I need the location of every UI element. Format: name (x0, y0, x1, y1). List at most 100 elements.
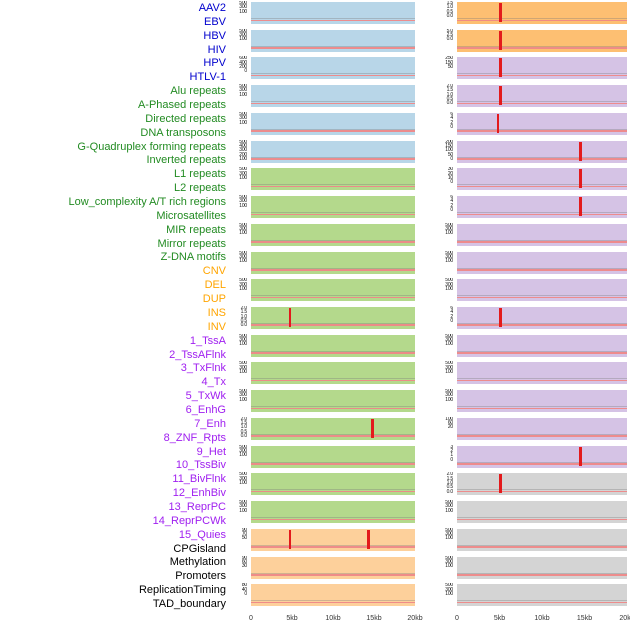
y-tick-label: 500 (239, 139, 247, 145)
y-tick-label: 300 (239, 364, 247, 371)
right-track-panel-hbv-hiv (457, 29, 627, 52)
baseline-series (457, 601, 627, 604)
y-tick-label: 500 (239, 278, 247, 284)
right-track-panel-replicationtiming-tad-boundary (457, 584, 627, 607)
y-tick-label: 500 (239, 472, 247, 478)
secondary-baseline (251, 73, 415, 75)
x-axis-tick-label: 20kb (407, 615, 423, 622)
baseline-series (457, 74, 627, 77)
row-label-hpv: HPV (203, 57, 226, 70)
y-tick-label: 6 (450, 305, 453, 311)
y-tick-label: 3 (450, 444, 453, 450)
secondary-baseline (457, 406, 627, 408)
y-tick-label: 0.0 (446, 12, 454, 19)
y-axis-tick-labels: 500 300 100 (228, 334, 249, 358)
baseline-series (457, 130, 627, 132)
left-track-panel-ins-inv (251, 306, 415, 329)
y-tick-label: 60 (447, 420, 453, 427)
y-axis-tick-labels: 500 300 100 (228, 361, 249, 385)
y-tick-label: 300 (445, 226, 453, 233)
row-label-promoters: Promoters (175, 570, 226, 583)
y-axis-tick-labels: 80 40 0 (228, 583, 249, 607)
row-label-hbv: HBV (203, 29, 226, 42)
row-label-1-tssa: 1_TssA (189, 334, 226, 347)
right-track-panel-7-enh-8-znf-rpts (457, 417, 627, 440)
y-tick-label: 0.0 (240, 433, 248, 440)
row-label-tad-boundary: TAD_boundary (152, 597, 226, 610)
right-track-panel-hpv-htlv-1 (457, 57, 627, 80)
y-tick-label: 100 (239, 507, 247, 514)
y-tick-label: 300 (239, 253, 247, 260)
y-tick-label: 500 (445, 500, 453, 506)
y-axis-tick-labels: 2.0 1.5 1.0 0.5 0.0 (228, 306, 249, 330)
y-tick-label: 500 (239, 333, 247, 339)
y-tick-label: 300 (239, 87, 247, 94)
left-track-panel-1-tssa-2-tssaflnk (251, 334, 415, 357)
secondary-baseline (457, 239, 627, 241)
baseline-series (251, 19, 415, 21)
row-label-z-dna-motifs: Z-DNA motifs (160, 251, 226, 264)
y-axis-tick-labels: 500 300 100 (228, 112, 249, 136)
y-tick-label: 0 (450, 456, 453, 463)
y-axis-tick-labels: 500 300 100 (434, 334, 455, 358)
y-tick-label: 100 (445, 341, 453, 348)
right-track-panel-9-het-10-tssbiv (457, 445, 627, 468)
baseline-series (457, 47, 627, 49)
y-axis-tick-labels: 600 400 200 0 (228, 56, 249, 80)
y-tick-label: 100 (239, 91, 247, 98)
y-tick-label: 0.5 (446, 96, 454, 103)
right-track-panel-5-txwk-6-enhg (457, 390, 627, 413)
peak-spike (288, 529, 292, 549)
secondary-baseline (251, 378, 415, 380)
y-axis-tick-labels: 500 300 100 (228, 251, 249, 275)
secondary-baseline (251, 433, 415, 435)
baseline-series (457, 518, 627, 521)
left-track-panel-alu-repeats-a-phased-repeats (251, 85, 415, 108)
y-tick-label: 0.0 (446, 488, 454, 495)
y-tick-label: 0 (450, 123, 453, 130)
y-tick-label: 100 (445, 396, 453, 403)
row-label-inv: INV (207, 320, 226, 333)
y-tick-label: 500 (239, 500, 247, 506)
baseline-series (251, 241, 415, 243)
y-tick-label: 0.0 (446, 36, 454, 43)
y-tick-label: 300 (239, 475, 247, 482)
y-tick-label: 100 (239, 452, 247, 459)
secondary-baseline (457, 350, 627, 352)
y-tick-label: 100 (445, 285, 453, 292)
x-axis-tick-label: 0 (249, 615, 253, 622)
y-tick-label: 1.0 (240, 313, 248, 320)
y-axis-tick-labels: 500 300 100 (228, 500, 249, 524)
secondary-baseline (457, 600, 627, 602)
y-tick-label: 300 (239, 170, 247, 177)
y-axis-tick-labels: 250 150 50 (434, 56, 455, 80)
y-tick-label: 500 (239, 28, 247, 34)
y-tick-label: 100 (445, 563, 453, 570)
y-tick-label: 200 (239, 64, 247, 71)
y-axis-tick-labels: 500 300 100 (434, 583, 455, 607)
right-track-panel-alu-repeats-a-phased-repeats (457, 85, 627, 108)
secondary-baseline (457, 212, 627, 214)
baseline-series (251, 47, 415, 49)
y-tick-label: 200 (445, 139, 453, 145)
row-label-dup: DUP (202, 293, 226, 306)
y-tick-label: 60 (241, 558, 247, 565)
y-tick-label: 500 (239, 250, 247, 256)
y-tick-label: 400 (239, 142, 247, 149)
row-label-mirror-repeats: Mirror repeats (157, 237, 226, 250)
right-track-panel-directed-repeats-dna-transposons (457, 112, 627, 135)
peak-spike (579, 169, 582, 189)
baseline-series (457, 352, 627, 354)
x-axis-tick-label: 10kb (534, 615, 550, 622)
x-axis-tick-label: 5kb (286, 615, 298, 622)
row-label-6-enhg: 6_EnhG (185, 403, 226, 416)
row-label-alu-repeats: Alu repeats (170, 85, 226, 98)
secondary-baseline (457, 267, 627, 269)
secondary-baseline (251, 600, 415, 602)
y-tick-label: 500 (445, 361, 453, 367)
y-axis-tick-labels: 500 300 100 (228, 167, 249, 191)
y-tick-label: 500 (445, 278, 453, 284)
